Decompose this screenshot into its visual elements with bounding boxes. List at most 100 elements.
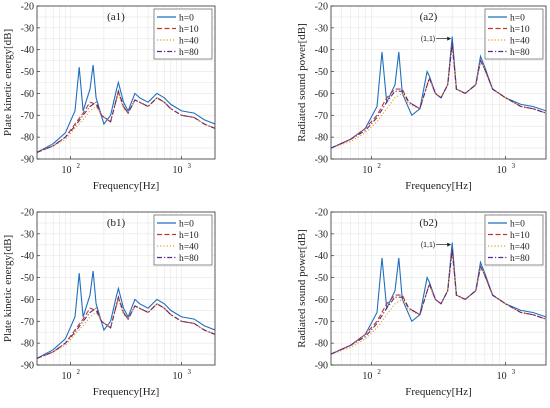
- legend-label: h=40: [179, 36, 199, 46]
- legend-label: h=10: [510, 231, 530, 241]
- series-line-h-80: [37, 89, 215, 153]
- chart-panel: -20 -30 -40 -50 -60 -70 -80 -90 10 2 10 3 Frequency[…: [2, 208, 216, 398]
- y-tick-label: -80: [21, 339, 34, 350]
- annotation-arrowhead: [447, 242, 452, 247]
- legend: h=0 h=10h=40 h=80: [484, 214, 544, 266]
- series-line-h-0: [37, 64, 215, 153]
- y-tick-label: -30: [315, 23, 328, 34]
- x-tick-label: 10: [497, 165, 507, 176]
- x-tick-exponent: 2: [377, 368, 381, 376]
- legend-label: h=10: [510, 25, 530, 35]
- legend-label: h=80: [510, 254, 530, 264]
- y-tick-label: -70: [315, 111, 328, 122]
- panel-tag: (a2): [420, 11, 438, 23]
- y-tick-label: -60: [315, 295, 328, 306]
- x-tick-label: 10: [362, 371, 372, 382]
- y-axis-label: Plate kinetic energy[dB]: [2, 235, 14, 342]
- y-tick-label: -50: [21, 67, 34, 78]
- x-axis-label: Frequency[Hz]: [405, 180, 472, 192]
- x-tick-exponent: 2: [76, 368, 80, 376]
- y-tick-label: -60: [21, 89, 34, 100]
- legend-label: h=0: [510, 13, 525, 23]
- legend: h=0 h=10h=40 h=80: [153, 214, 213, 266]
- y-tick-label: -30: [21, 229, 34, 240]
- x-tick-label: 10: [173, 371, 183, 382]
- annotation-arrowhead: [447, 36, 452, 41]
- y-tick-label: -50: [315, 273, 328, 284]
- chart-panel: -20 -30 -40 -50 -60 -70 -80 -90 10 2 10 3 Frequency[…: [296, 2, 547, 192]
- y-tick-label: -60: [315, 89, 328, 100]
- series-line-h-0: [37, 270, 215, 359]
- x-tick-label: 10: [173, 165, 183, 176]
- x-tick-exponent: 3: [512, 368, 516, 376]
- legend-label: h=0: [179, 219, 194, 229]
- y-tick-label: -40: [21, 45, 34, 56]
- legend-label: h=40: [510, 242, 530, 252]
- legend-label: h=10: [179, 25, 199, 35]
- axes-frame: [330, 5, 547, 160]
- legend-label: h=10: [179, 231, 199, 241]
- axes-frame: [36, 5, 216, 160]
- x-tick-exponent: 2: [377, 162, 381, 170]
- y-tick-label: -30: [21, 23, 34, 34]
- y-tick-label: -20: [21, 2, 34, 13]
- legend-label: h=40: [179, 242, 199, 252]
- y-tick-label: -90: [315, 155, 328, 166]
- chart-panel: -20 -30 -40 -50 -60 -70 -80 -90 10 2 10 3 Frequency[…: [2, 2, 216, 192]
- y-tick-label: -50: [315, 67, 328, 78]
- legend: h=0 h=10h=40 h=80: [153, 8, 213, 60]
- y-tick-label: -40: [315, 45, 328, 56]
- legend-label: h=80: [510, 48, 530, 58]
- x-tick-label: 10: [61, 371, 71, 382]
- panel-tag: (b1): [107, 217, 126, 229]
- y-tick-label: -90: [21, 361, 34, 372]
- series-line-h-40: [37, 297, 215, 359]
- legend-label: h=40: [510, 36, 530, 46]
- x-tick-exponent: 3: [188, 368, 192, 376]
- y-axis-label: Radiated sound power[dB]: [296, 23, 308, 142]
- axes-frame: [36, 211, 216, 366]
- y-tick-label: -50: [21, 273, 34, 284]
- series-line-h-40: [37, 91, 215, 153]
- x-tick-label: 10: [362, 165, 372, 176]
- y-tick-label: -70: [315, 317, 328, 328]
- y-tick-label: -80: [21, 133, 34, 144]
- legend: h=0 h=10h=40 h=80: [484, 8, 544, 60]
- x-axis-label: Frequency[Hz]: [405, 386, 472, 398]
- y-tick-label: -80: [315, 133, 328, 144]
- y-tick-label: -90: [21, 155, 34, 166]
- series-line-h-80: [37, 295, 215, 359]
- legend-label: h=80: [179, 254, 199, 264]
- panel-tag: (b2): [419, 217, 438, 229]
- x-tick-exponent: 3: [188, 162, 192, 170]
- y-tick-label: -60: [21, 295, 34, 306]
- legend-label: h=80: [179, 48, 199, 58]
- y-tick-label: -20: [21, 208, 34, 219]
- series-line-h-80: [331, 43, 546, 149]
- x-tick-exponent: 2: [76, 162, 80, 170]
- y-tick-label: -30: [315, 229, 328, 240]
- panel-tag: (a1): [107, 11, 125, 23]
- y-tick-label: -40: [315, 251, 328, 262]
- y-axis-label: Radiated sound power[dB]: [296, 229, 308, 348]
- series-line-h-80: [331, 249, 546, 355]
- x-tick-exponent: 3: [512, 162, 516, 170]
- y-tick-label: -70: [21, 317, 34, 328]
- y-axis-label: Plate kinetic energy[dB]: [2, 29, 14, 136]
- y-tick-label: -20: [315, 208, 328, 219]
- y-tick-label: -80: [315, 339, 328, 350]
- y-tick-label: -40: [21, 251, 34, 262]
- chart-panel: -20 -30 -40 -50 -60 -70 -80 -90 10 2 10 3 Frequency[…: [296, 208, 547, 398]
- annotation-label: (1,1): [421, 36, 435, 43]
- x-tick-label: 10: [61, 165, 71, 176]
- x-axis-label: Frequency[Hz]: [93, 180, 160, 192]
- y-tick-label: -90: [315, 361, 328, 372]
- legend-label: h=0: [179, 13, 194, 23]
- y-tick-label: -70: [21, 111, 34, 122]
- x-axis-label: Frequency[Hz]: [93, 386, 160, 398]
- annotation-label: (1,1): [421, 242, 435, 249]
- legend-label: h=0: [510, 219, 525, 229]
- x-tick-label: 10: [497, 371, 507, 382]
- axes-frame: [330, 211, 547, 366]
